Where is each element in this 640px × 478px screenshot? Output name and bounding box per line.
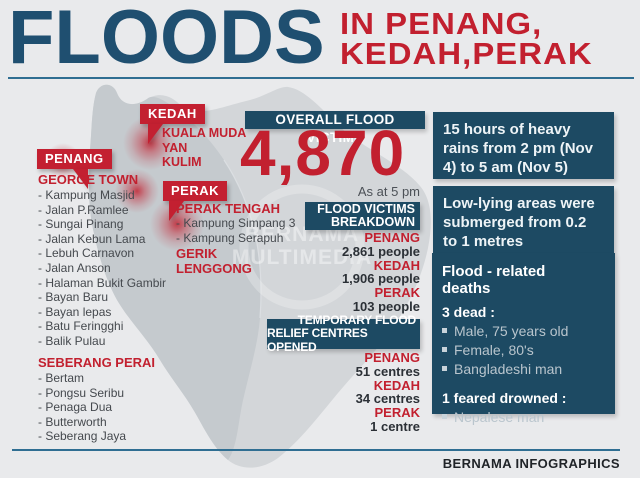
- relief-state: PERAK: [374, 405, 420, 420]
- relief-header-line1: TEMPORARY FLOOD: [297, 312, 417, 327]
- relief-state: PENANG: [364, 350, 420, 365]
- overall-victims-header: OVERALL FLOOD VICTIMS: [245, 111, 425, 145]
- breakdown-value: 2,861 people: [341, 243, 420, 259]
- bullet-square-icon: [442, 327, 447, 333]
- watermark-line2: MULTIMEDIA: [232, 246, 372, 269]
- kedah-pointer-icon: [148, 124, 163, 144]
- kedah-area: KULIM: [162, 155, 202, 169]
- kedah-area: YAN: [162, 140, 188, 155]
- perak-area-gerik: GERIK: [176, 246, 218, 261]
- perak-area-lenggong: LENGGONG: [176, 261, 252, 276]
- fact-rain-box: 15 hours of heavy rains from 2 pm (Nov 4…: [433, 112, 614, 179]
- relief-header-line2: RELIEF CENTRES OPENED: [267, 326, 368, 354]
- relief-state: KEDAH: [373, 377, 420, 393]
- header-divider: [8, 77, 634, 79]
- list-item: - Balik Pulau: [38, 333, 106, 348]
- state-border: [223, 159, 262, 319]
- watermark-ring: [239, 184, 365, 310]
- list-item: - Halaman Bukit Gambir: [38, 275, 167, 290]
- seberang-perai-list: - Bertam - Pongsu Seribu - Penaga Dua - …: [38, 371, 126, 444]
- kedah-label: KEDAH: [140, 104, 205, 124]
- breakdown-list: PENANG 2,861 people KEDAH 1,906 people P…: [270, 231, 420, 314]
- kedah-label-group: KEDAH: [140, 104, 205, 144]
- breakdown-state: KEDAH: [373, 257, 420, 273]
- death-item: Female, 80's: [442, 341, 605, 359]
- penang-label: PENANG: [37, 149, 112, 169]
- list-item: - Bertam: [38, 371, 85, 385]
- list-item: - Sungai Pinang: [38, 217, 124, 232]
- relief-header: TEMPORARY FLOOD RELIEF CENTRES OPENED: [267, 313, 420, 354]
- page-subtitle-line1: IN PENANG,: [340, 6, 543, 41]
- penang-label-group: PENANG: [37, 149, 112, 189]
- list-item: - Lebuh Carnavon: [38, 246, 135, 261]
- deaths-count-label: 3 dead :: [442, 304, 495, 320]
- flood-marker-perak: [150, 197, 204, 251]
- fact-deaths-box: Flood - related deaths 3 dead : Male, 75…: [432, 253, 615, 424]
- page-title: FLOODS: [8, 0, 325, 80]
- death-item: Male, 75 years old: [442, 322, 605, 340]
- breakdown-header: FLOOD VICTIMS BREAKDOWN: [305, 202, 420, 230]
- breakdown-header-line2: BREAKDOWN: [330, 215, 415, 229]
- overall-victims-value: 4,870: [240, 117, 406, 189]
- list-item: - Pongsu Seribu: [38, 385, 125, 400]
- drowned-item-text: Nepalese man: [454, 408, 545, 425]
- bullet-square-icon: [442, 413, 447, 419]
- list-item: - Bayan Baru: [38, 290, 109, 305]
- drowned-item: Nepalese man: [442, 408, 605, 426]
- drowned-count-label: 1 feared drowned :: [442, 390, 567, 406]
- death-item-text: Bangladeshi man: [454, 360, 563, 377]
- perak-pointer-icon: [169, 201, 184, 221]
- breakdown-header-line1: FLOOD VICTIMS: [317, 201, 415, 216]
- seberang-perai-title: SEBERANG PERAI: [38, 355, 156, 370]
- list-item: - Jalan Anson: [38, 260, 111, 275]
- death-item-text: Male, 75 years old: [454, 322, 569, 339]
- relief-value: 51 centres: [355, 363, 420, 379]
- perak-tengah-title: PERAK TENGAH: [176, 201, 281, 216]
- list-item: - Kampung Masjid: [38, 188, 135, 202]
- list-item: - Jalan Kebun Lama: [38, 231, 146, 246]
- george-town-title: GEORGE TOWN: [38, 172, 139, 187]
- bernama-watermark: BERNAMA MULTIMEDIA: [232, 184, 372, 310]
- relief-value: 34 centres: [355, 391, 420, 406]
- credit-text: BERNAMA INFOGRAPHICS: [442, 456, 620, 471]
- penang-pointer-icon: [73, 169, 88, 189]
- footer-divider: [12, 449, 620, 451]
- perak-label-group: PERAK: [163, 181, 228, 221]
- breakdown-value: 103 people: [352, 298, 420, 314]
- list-item: - Butterworth: [38, 414, 107, 429]
- breakdown-value: 1,906 people: [341, 271, 420, 286]
- bullet-square-icon: [442, 365, 447, 371]
- list-item: - Jalan P.Ramlee: [38, 202, 129, 217]
- kedah-areas: KUALA MUDA YAN KULIM: [162, 126, 246, 170]
- breakdown-state: PENANG: [364, 230, 420, 245]
- page-subtitle-line2: KEDAH,PERAK: [340, 36, 593, 71]
- death-item-text: Female, 80's: [454, 341, 534, 358]
- kedah-area: KUALA MUDA: [162, 126, 247, 140]
- bullet-square-icon: [442, 346, 447, 352]
- page-subtitle: IN PENANG, KEDAH,PERAK: [340, 6, 593, 71]
- list-item: - Seberang Jaya: [38, 429, 127, 444]
- list-item: - Bayan lepas: [38, 304, 112, 319]
- list-item: - Batu Feringghi: [38, 319, 124, 334]
- list-item: - Kampung Serapuh: [176, 231, 284, 245]
- relief-value: 1 centre: [370, 418, 420, 434]
- list-item: - Penaga Dua: [38, 400, 113, 415]
- relief-list: PENANG 51 centres KEDAH 34 centres PERAK…: [270, 351, 420, 434]
- fact-submerged-box: Low-lying areas were submerged from 0.2 …: [433, 186, 614, 253]
- death-item: Bangladeshi man: [442, 360, 605, 378]
- overall-as-at: As at 5 pm: [357, 184, 420, 199]
- breakdown-state: PERAK: [374, 285, 420, 300]
- perak-label: PERAK: [163, 181, 228, 201]
- george-town-list: - Kampung Masjid - Jalan P.Ramlee - Sung…: [38, 188, 166, 349]
- list-item: - Kampung Simpang 3: [176, 216, 296, 230]
- deaths-title: Flood - related deaths: [442, 263, 546, 297]
- perak-tengah-list: - Kampung Simpang 3 - Kampung Serapuh: [176, 216, 295, 246]
- flood-marker-penang: [115, 169, 159, 213]
